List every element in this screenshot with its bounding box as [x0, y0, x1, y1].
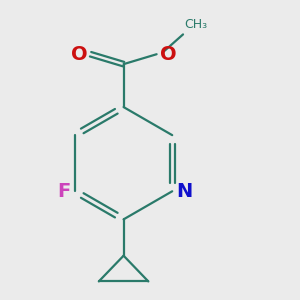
Text: O: O: [160, 45, 176, 64]
Text: F: F: [57, 182, 70, 201]
Text: O: O: [70, 45, 87, 64]
Text: N: N: [176, 182, 192, 201]
Text: CH₃: CH₃: [185, 18, 208, 31]
